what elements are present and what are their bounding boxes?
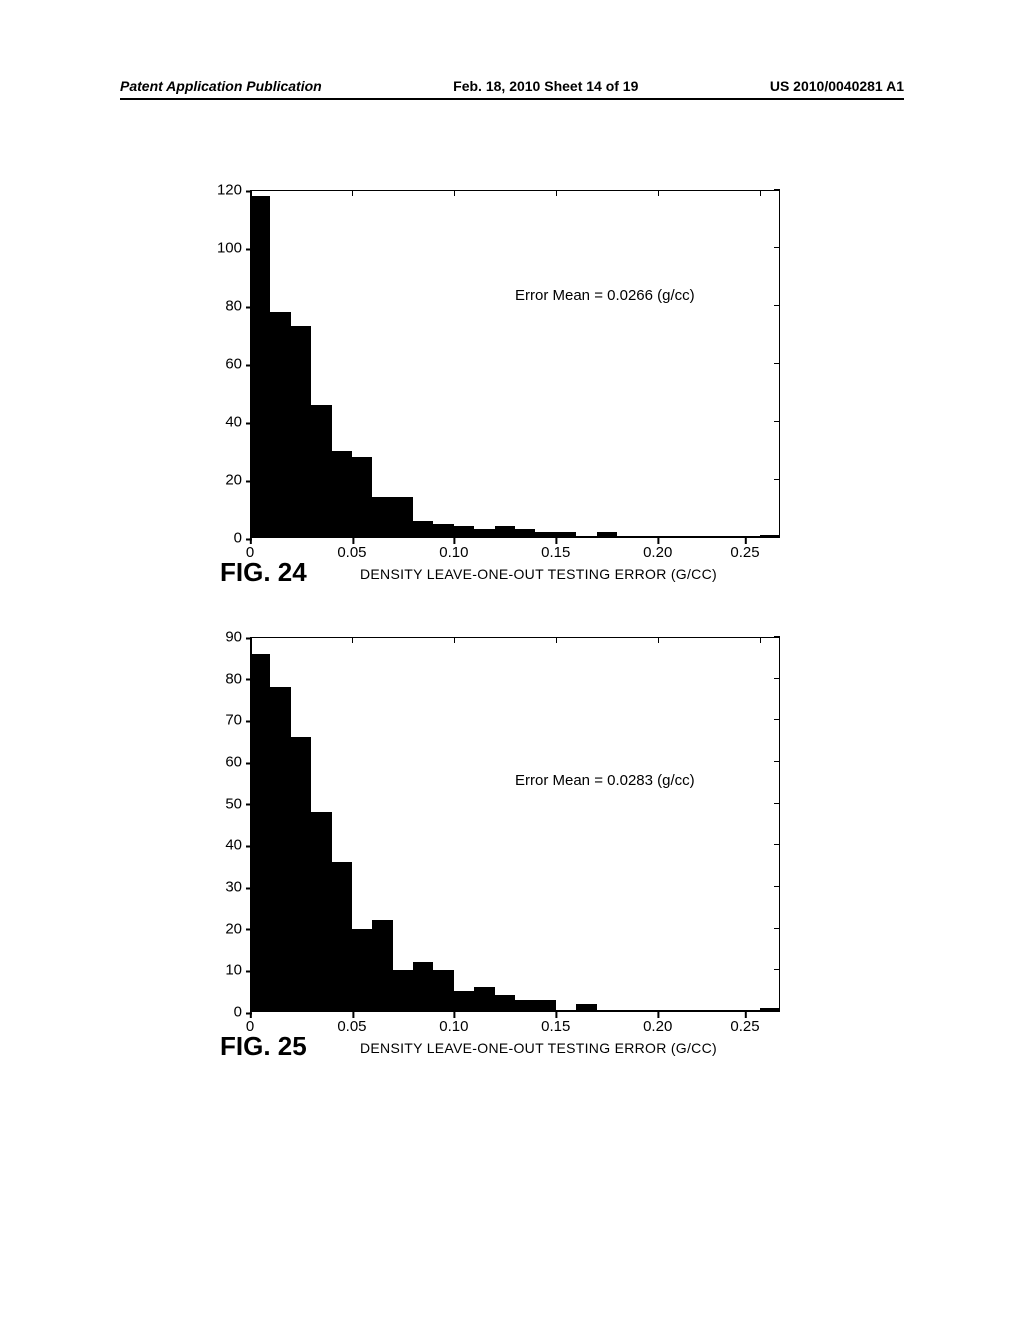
plot-area-fig24: 020406080100120 00.050.100.150.200.25 Er… xyxy=(250,190,780,538)
y-tick-label: 80 xyxy=(225,298,242,315)
histogram-bar xyxy=(556,532,576,538)
figure-caption: FIG. 24 xyxy=(220,557,307,588)
histogram-bar xyxy=(311,812,331,1012)
histogram-bar xyxy=(433,970,453,1012)
x-tick-label: 0.05 xyxy=(337,1018,366,1035)
y-tick-label: 50 xyxy=(225,795,242,812)
header-center: Feb. 18, 2010 Sheet 14 of 19 xyxy=(453,78,638,94)
x-tick-label: 0.15 xyxy=(541,1018,570,1035)
histogram-bar xyxy=(515,1000,535,1013)
y-tick-label: 100 xyxy=(217,240,242,257)
x-tick-label: 0.25 xyxy=(730,1018,759,1035)
header-left: Patent Application Publication xyxy=(120,78,322,94)
y-tick-label: 40 xyxy=(225,414,242,431)
x-tick-label: 0.20 xyxy=(643,544,672,561)
histogram-bar xyxy=(515,529,535,538)
histogram-bar xyxy=(291,737,311,1012)
x-tick-label: 0.10 xyxy=(439,1018,468,1035)
histogram-bar xyxy=(372,497,392,538)
histogram-bar xyxy=(495,995,515,1012)
histogram-bar xyxy=(576,1004,596,1012)
histogram-bar xyxy=(597,532,617,538)
x-axis-label: DENSITY LEAVE-ONE-OUT TESTING ERROR (G/C… xyxy=(360,566,860,582)
histogram-bar xyxy=(311,405,331,538)
histogram-bar xyxy=(291,326,311,538)
histogram-bar xyxy=(332,451,352,538)
y-tick-label: 80 xyxy=(225,670,242,687)
y-tick-label: 20 xyxy=(225,920,242,937)
figure-25: FREQUENCY COUNT 0102030405060708090 00.0… xyxy=(160,637,860,1056)
histogram-bars xyxy=(250,190,780,538)
histogram-bar xyxy=(454,991,474,1012)
y-tick-label: 30 xyxy=(225,879,242,896)
y-tick-label: 60 xyxy=(225,356,242,373)
histogram-bar xyxy=(495,526,515,538)
y-tick-label: 70 xyxy=(225,712,242,729)
histogram-bar xyxy=(372,920,392,1012)
x-tick-label: 0.25 xyxy=(730,544,759,561)
page-header: Patent Application Publication Feb. 18, … xyxy=(0,78,1024,100)
y-tick-label: 0 xyxy=(234,530,242,547)
error-mean-annotation: Error Mean = 0.0283 (g/cc) xyxy=(515,772,695,789)
y-tick-label: 90 xyxy=(225,629,242,646)
error-mean-annotation: Error Mean = 0.0266 (g/cc) xyxy=(515,287,695,304)
header-right: US 2010/0040281 A1 xyxy=(770,78,904,94)
histogram-bars xyxy=(250,637,780,1012)
histogram-bar xyxy=(535,532,555,538)
histogram-bar xyxy=(474,529,494,538)
x-tick-label: 0.05 xyxy=(337,544,366,561)
histogram-bar xyxy=(393,497,413,538)
y-tick-label: 120 xyxy=(217,182,242,199)
histogram-bar xyxy=(352,457,372,538)
histogram-bar xyxy=(413,962,433,1012)
histogram-bar xyxy=(270,312,290,538)
y-tick-label: 60 xyxy=(225,754,242,771)
histogram-bar xyxy=(332,862,352,1012)
x-tick-label: 0.10 xyxy=(439,544,468,561)
histogram-bar xyxy=(433,524,453,539)
figure-24: FREQUENCY COUNT 020406080100120 00.050.1… xyxy=(160,190,860,582)
x-tick-label: 0.15 xyxy=(541,544,570,561)
histogram-bar xyxy=(535,1000,555,1013)
x-axis-label: DENSITY LEAVE-ONE-OUT TESTING ERROR (G/C… xyxy=(360,1040,860,1056)
histogram-bar xyxy=(352,929,372,1012)
figure-caption: FIG. 25 xyxy=(220,1031,307,1062)
histogram-bar xyxy=(454,526,474,538)
x-tick-label: 0.20 xyxy=(643,1018,672,1035)
histogram-bar xyxy=(413,521,433,538)
histogram-bar xyxy=(474,987,494,1012)
y-tick-label: 10 xyxy=(225,962,242,979)
histogram-bar xyxy=(250,196,270,538)
histogram-bar xyxy=(393,970,413,1012)
y-tick-label: 0 xyxy=(234,1004,242,1021)
figures-container: FREQUENCY COUNT 020406080100120 00.050.1… xyxy=(160,180,860,1111)
y-tick-label: 20 xyxy=(225,472,242,489)
y-tick-label: 40 xyxy=(225,837,242,854)
plot-area-fig25: 0102030405060708090 00.050.100.150.200.2… xyxy=(250,637,780,1012)
histogram-bar xyxy=(250,654,270,1012)
histogram-bar xyxy=(270,687,290,1012)
